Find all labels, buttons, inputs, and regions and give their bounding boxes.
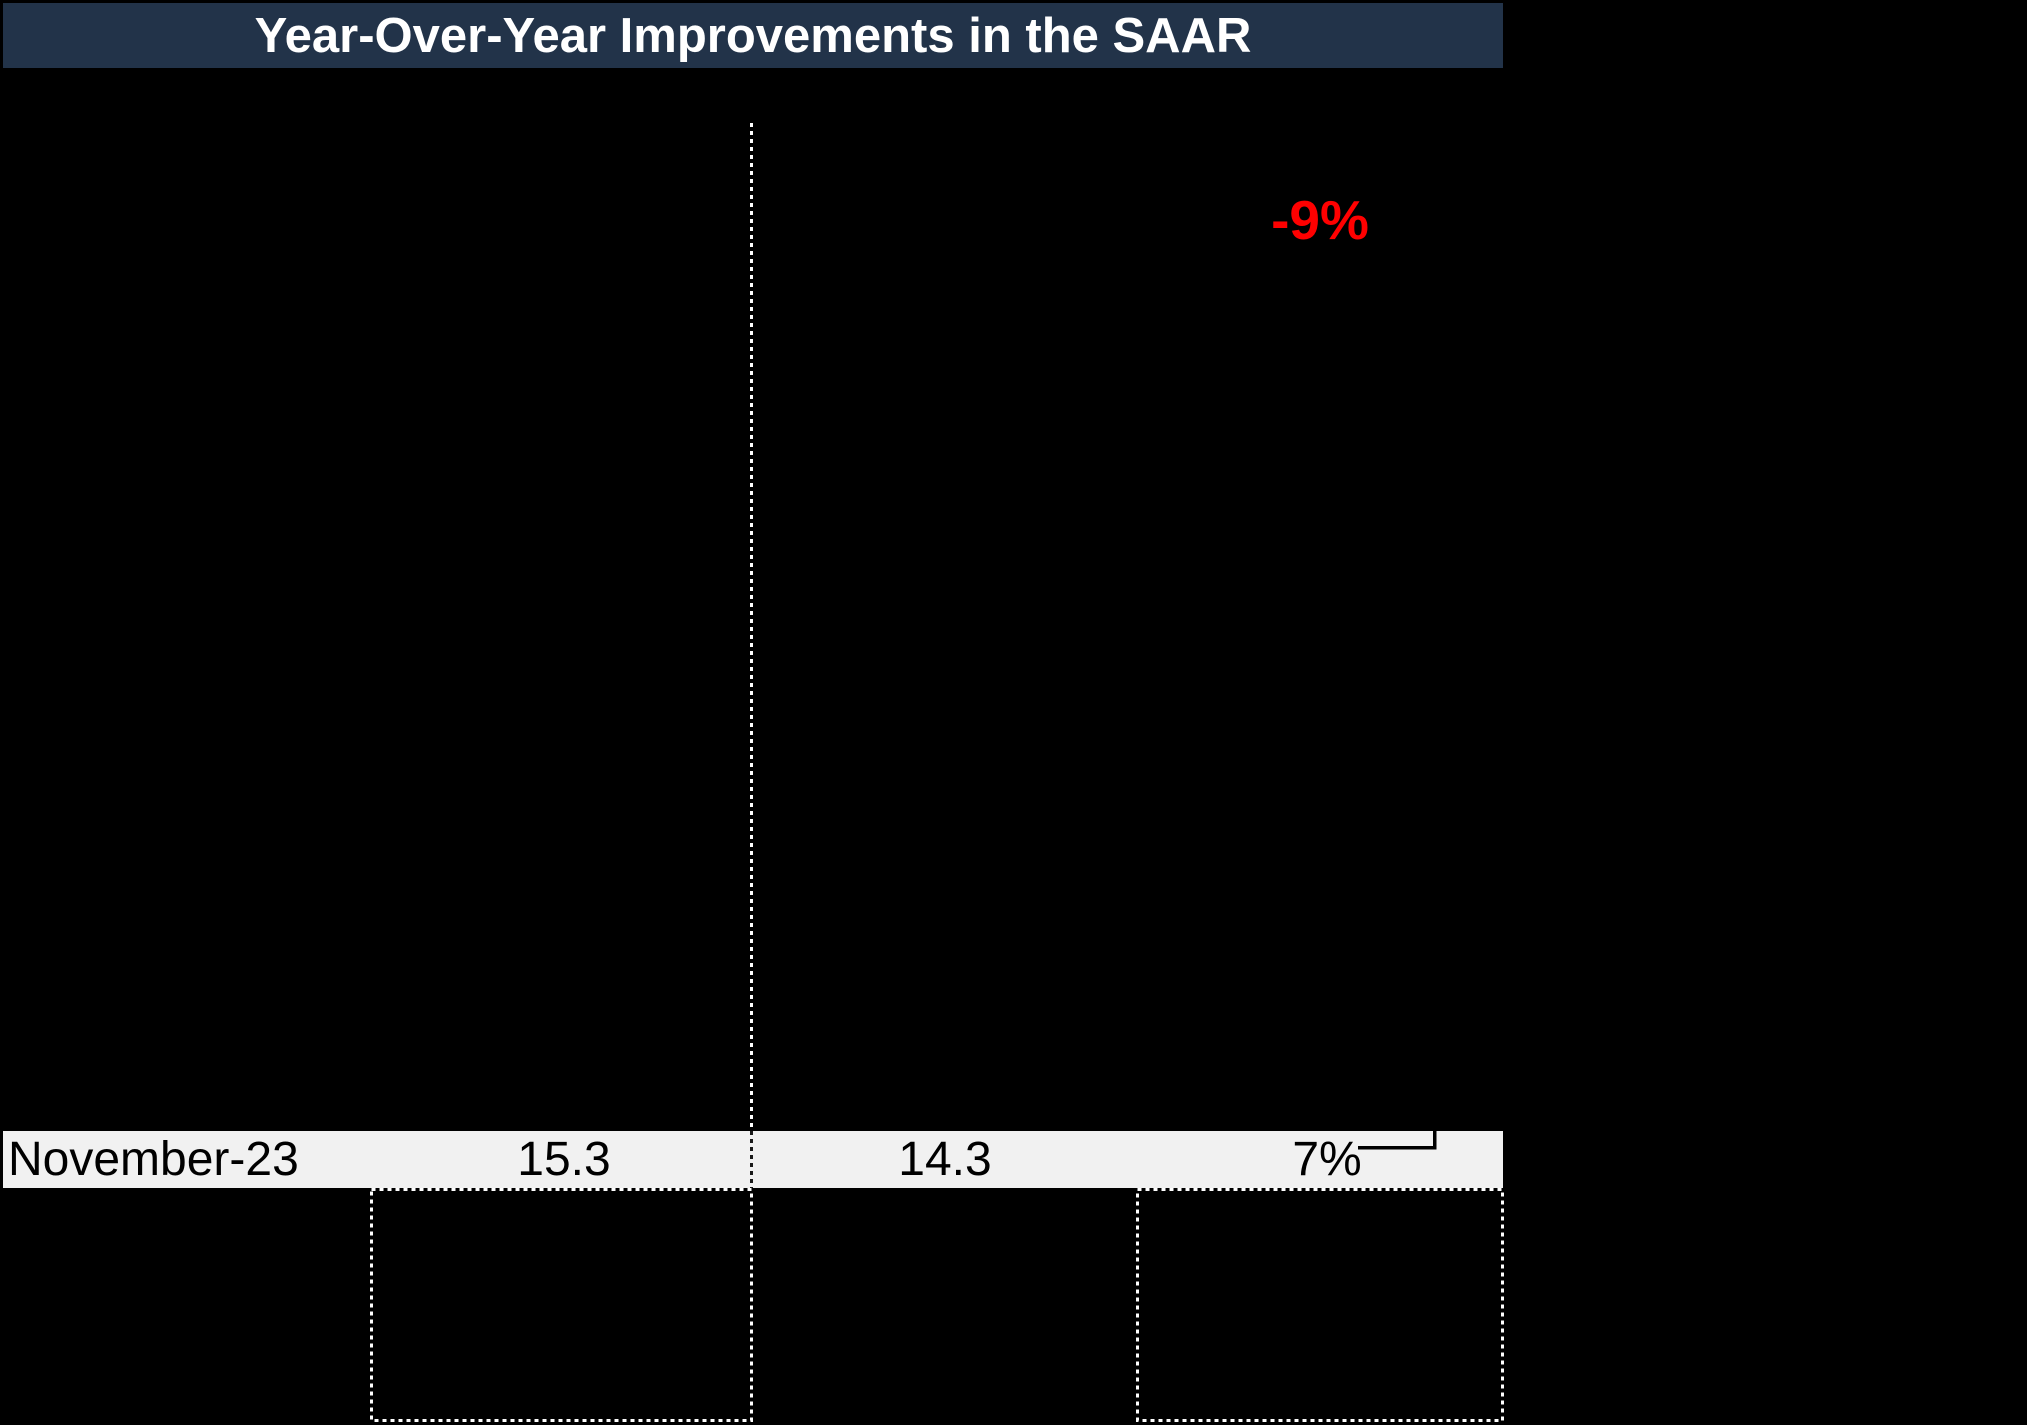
chart-title-bar: Year-Over-Year Improvements in the SAAR [3, 3, 1503, 68]
value-cell-1: 15.3 [517, 1133, 611, 1186]
chart-title: Year-Over-Year Improvements in the SAAR [254, 8, 1252, 63]
dashed-box-right [1136, 1188, 1504, 1422]
yoy-change-label: -9% [1271, 189, 1369, 251]
data-table-row: November-23 15.3 14.3 7% [3, 1131, 1503, 1188]
value-cell-2: 14.3 [898, 1133, 992, 1186]
value-cell-3: 7% [1292, 1133, 1362, 1186]
row-label-cell: November-23 [8, 1133, 299, 1186]
dashed-box-left [370, 1188, 753, 1422]
